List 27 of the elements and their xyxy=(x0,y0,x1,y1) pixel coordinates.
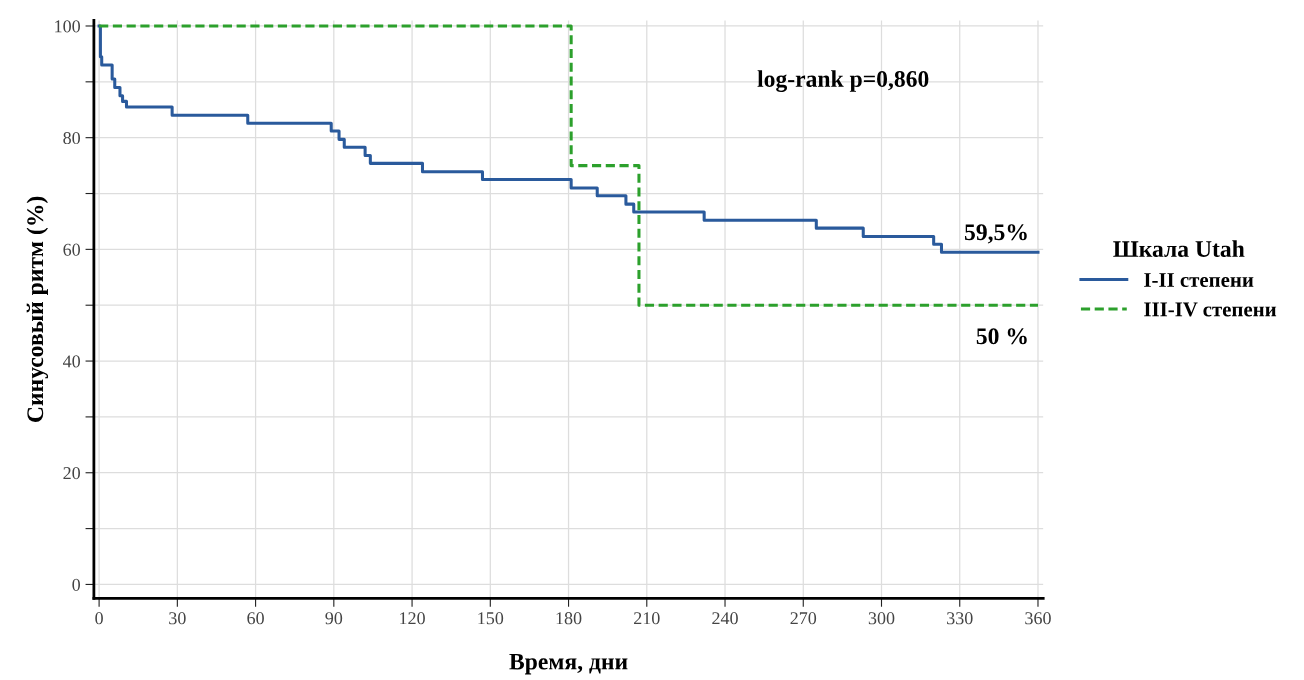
y-tick-label: 20 xyxy=(63,467,81,480)
y-tick-label: 60 xyxy=(63,243,81,256)
x-tick-label: 30 xyxy=(169,612,186,625)
annotation: 59,5% xyxy=(964,224,1027,244)
x-axis-title: Время, дни xyxy=(509,653,628,675)
annotation: 50 % xyxy=(976,328,1027,345)
legend-title: Шкала Utah xyxy=(1113,240,1245,257)
x-tick-label: 330 xyxy=(947,612,973,625)
legend-label: I-II степени xyxy=(1144,273,1254,287)
x-tick-label: 270 xyxy=(790,612,817,625)
x-tick-label: 60 xyxy=(247,612,264,625)
y-tick-label: 0 xyxy=(72,578,81,591)
y-tick-label: 100 xyxy=(55,20,81,33)
x-tick-label: 300 xyxy=(868,612,895,625)
x-tick-label: 120 xyxy=(400,612,425,625)
x-tick-label: 180 xyxy=(556,612,582,625)
x-tick-label: 150 xyxy=(478,612,504,625)
x-tick-label: 0 xyxy=(95,612,103,625)
y-axis-title: Синусовый ритм (%) xyxy=(26,196,49,422)
y-tick-label: 80 xyxy=(63,131,81,145)
y-tick-label: 40 xyxy=(62,355,81,368)
x-tick-label: 90 xyxy=(325,612,343,625)
x-tick-label: 210 xyxy=(634,612,660,625)
legend-label: III-IV степени xyxy=(1144,302,1277,317)
annotation: log-rank p=0,860 xyxy=(757,70,929,92)
x-tick-label: 360 xyxy=(1025,612,1051,625)
x-tick-label: 240 xyxy=(712,612,738,625)
